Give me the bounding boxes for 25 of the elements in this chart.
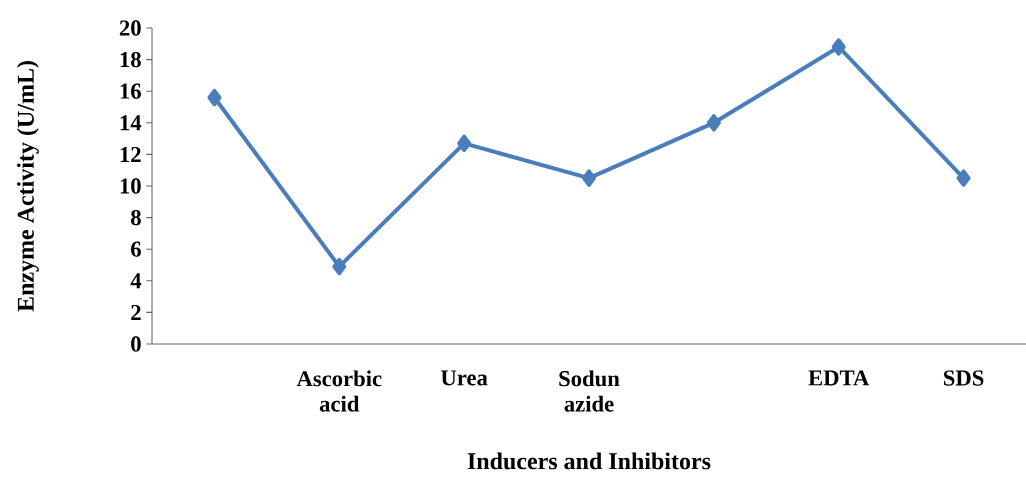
y-tick-label: 10 bbox=[120, 178, 141, 194]
y-tick-label: 8 bbox=[131, 210, 141, 226]
point bbox=[956, 169, 971, 187]
y-tick-label: 14 bbox=[120, 115, 142, 131]
y-tick-label: 4 bbox=[130, 273, 142, 289]
point bbox=[207, 89, 222, 107]
y-tick-label: 6 bbox=[131, 241, 141, 257]
y-tick-label: 2 bbox=[131, 305, 141, 321]
y-tick-label: 18 bbox=[120, 52, 141, 68]
point bbox=[332, 258, 347, 276]
y-axis-title: Enzyme Activity (U/mL) bbox=[16, 61, 39, 312]
x-axis-title: Inducers and Inhibitors bbox=[467, 452, 711, 470]
y-tick-label: 20 bbox=[119, 20, 141, 36]
y-tick-label: 12 bbox=[120, 147, 141, 163]
x-tick-label: Urea bbox=[441, 370, 488, 386]
x-tick-label: Sodun azide bbox=[559, 370, 620, 412]
x-tick-label: Ascorbic acid bbox=[296, 370, 382, 412]
point bbox=[581, 169, 596, 187]
x-tick-label: EDTA bbox=[808, 370, 870, 386]
y-tick-label: 16 bbox=[120, 83, 141, 99]
y-tick-label: 0 bbox=[131, 336, 141, 352]
point bbox=[457, 134, 472, 153]
x-tick-label: SDS bbox=[943, 370, 984, 386]
point bbox=[706, 114, 721, 132]
point bbox=[831, 38, 846, 56]
